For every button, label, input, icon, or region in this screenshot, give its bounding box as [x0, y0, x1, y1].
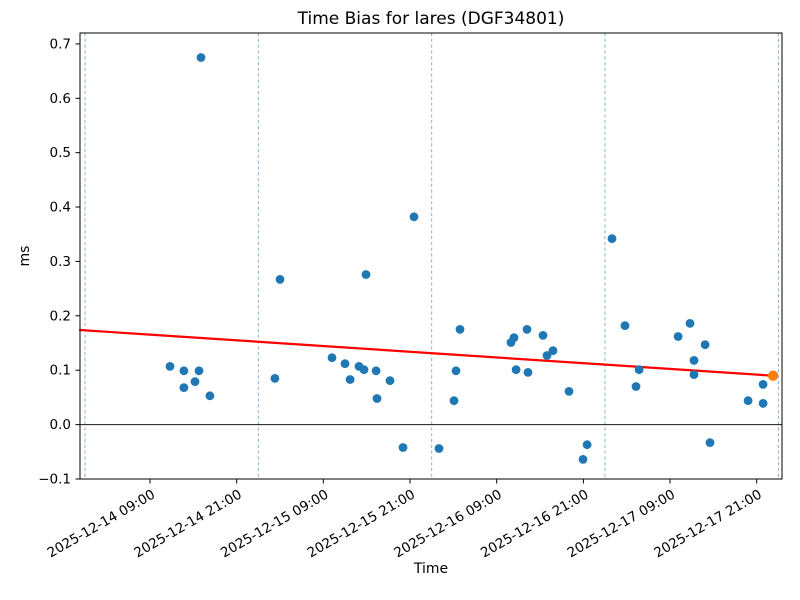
y-tick-label: 0.3	[50, 254, 71, 270]
time-bias-point	[270, 374, 280, 383]
time-bias-point	[582, 440, 592, 450]
time-bias-point	[705, 438, 715, 447]
time-bias-point	[685, 319, 695, 328]
time-bias-point	[409, 212, 419, 222]
time-bias-point	[345, 375, 355, 384]
time-bias-point	[455, 325, 465, 334]
time-bias-point	[451, 366, 461, 376]
time-bias-point	[634, 365, 644, 375]
time-bias-point	[190, 377, 200, 386]
trend-line	[78, 328, 775, 377]
y-tick-label: 0.0	[50, 417, 71, 433]
time-bias-point	[700, 340, 710, 350]
y-tick-label: 0.6	[50, 91, 71, 107]
time-bias-point	[607, 234, 617, 244]
x-axis-label: Time	[413, 561, 449, 577]
y-tick-label: 0.7	[50, 36, 71, 52]
time-bias-point	[398, 443, 408, 452]
time-bias-point	[564, 387, 574, 396]
time-bias-point	[179, 366, 189, 376]
time-bias-point	[578, 455, 588, 464]
y-tick-label: −0.1	[38, 472, 71, 488]
time-bias-point	[620, 321, 630, 330]
y-tick-label: 0.5	[50, 145, 71, 161]
time-bias-point	[509, 333, 519, 342]
time-bias-point	[165, 362, 175, 371]
time-bias-point	[434, 444, 444, 453]
time-bias-point	[194, 366, 204, 376]
time-bias-point	[359, 365, 369, 375]
time-bias-point	[758, 399, 768, 408]
time-bias-point	[196, 53, 206, 62]
time-bias-point	[523, 368, 533, 377]
y-tick-label: 0.2	[50, 308, 71, 324]
time-bias-point	[758, 380, 768, 389]
time-bias-point	[673, 332, 683, 341]
time-bias-point	[542, 351, 552, 360]
time-bias-point	[511, 365, 521, 375]
time-bias-point	[449, 396, 459, 406]
time-bias-point	[179, 383, 189, 392]
plot-border	[79, 32, 783, 480]
time-bias-point	[689, 356, 699, 365]
time-bias-point	[372, 394, 382, 403]
time-bias-point	[631, 382, 641, 391]
y-tick-label: 0.1	[50, 363, 71, 379]
time-bias-point	[548, 346, 558, 355]
time-bias-point	[275, 275, 285, 284]
latest-point	[767, 370, 779, 381]
time-bias-point	[205, 391, 215, 401]
time-bias-point	[361, 270, 371, 279]
time-bias-point	[689, 370, 699, 379]
time-bias-point	[743, 396, 753, 406]
time-bias-point	[371, 366, 381, 376]
time-bias-point	[340, 359, 350, 369]
time-bias-point	[385, 376, 395, 385]
y-axis-label: ms	[17, 245, 33, 267]
y-tick-label: 0.4	[50, 200, 71, 216]
time-bias-point	[538, 331, 548, 340]
chart-title: Time Bias for lares (DGF34801)	[297, 9, 565, 29]
time-bias-point	[327, 353, 337, 363]
time-bias-point	[522, 325, 532, 334]
